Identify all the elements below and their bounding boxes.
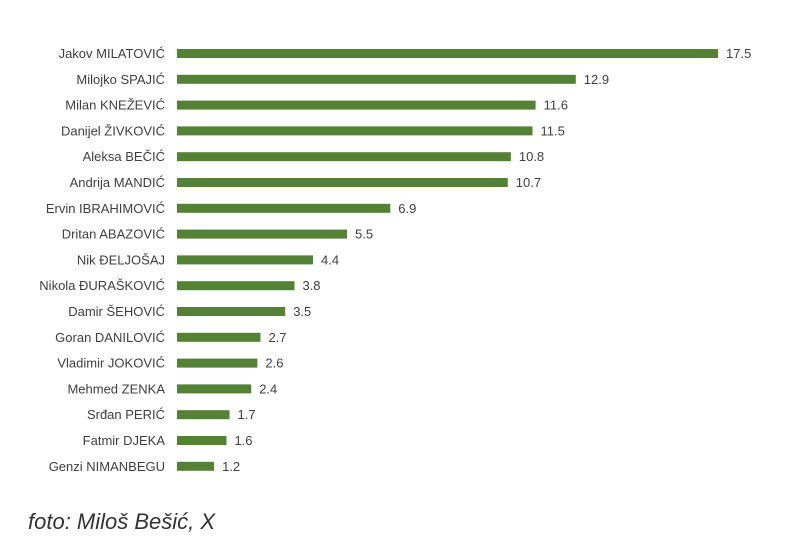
value-label: 4.4 [321, 252, 339, 267]
category-label: Ervin IBRAHIMOVIĆ [46, 201, 165, 216]
value-label: 2.7 [268, 330, 286, 345]
value-label: 11.5 [541, 123, 565, 138]
bar [177, 178, 508, 187]
bar [177, 229, 348, 239]
value-label: 6.9 [398, 201, 416, 216]
value-label: 2.6 [265, 356, 283, 371]
category-label: Andrija MANDIĆ [70, 175, 165, 190]
category-label: Nikola ĐURAŠKOVIĆ [39, 278, 165, 293]
value-label: 11.6 [544, 98, 568, 113]
bar [177, 203, 391, 213]
category-label: Dritan ABAZOVIĆ [62, 227, 165, 242]
bar [177, 126, 533, 136]
bar [177, 384, 252, 394]
bar [177, 49, 718, 58]
bar [177, 152, 511, 162]
value-label: 2.4 [259, 381, 277, 396]
category-label: Jakov MILATOVIĆ [59, 46, 165, 61]
value-label: 5.5 [355, 227, 373, 242]
category-label: Mehmed ZENKA [67, 381, 165, 396]
category-label: Damir ŠEHOVIĆ [68, 304, 165, 319]
chart-canvas: Jakov MILATOVIĆ Milojko SPAJIĆ Milan KNEŽE… [39, 46, 751, 474]
category-label: Aleksa BEČIĆ [83, 149, 165, 164]
value-label: 12.9 [584, 72, 609, 87]
category-label: Milojko SPAJIĆ [76, 72, 165, 87]
category-label: Danijel ŽIVKOVIĆ [61, 123, 165, 138]
value-label: 1.2 [222, 459, 240, 474]
value-label: 1.6 [234, 433, 252, 448]
bar [177, 410, 230, 420]
bar [177, 307, 286, 316]
category-labels: Jakov MILATOVIĆ Milojko SPAJIĆ Milan KNEŽE… [39, 46, 165, 474]
bar [177, 100, 536, 110]
value-label: 10.8 [519, 149, 544, 164]
value-label: 17.5 [726, 46, 751, 61]
category-label: Nik ĐELJOŠAJ [77, 252, 165, 267]
category-label: Srđan PERIĆ [87, 407, 165, 422]
photo-credit-caption: foto: Miloš Bešić, X [28, 509, 216, 534]
value-label: 3.8 [302, 278, 320, 293]
bars [177, 49, 718, 471]
value-label: 3.5 [293, 304, 311, 319]
bar [177, 461, 215, 471]
category-label: Genzi NIMANBEGU [49, 459, 165, 474]
category-label: Vladimir JOKOVIĆ [57, 356, 165, 371]
category-label: Goran DANILOVIĆ [55, 330, 165, 345]
bar [177, 358, 258, 368]
value-label: 1.7 [238, 407, 256, 422]
bar [177, 281, 295, 291]
bar [177, 255, 314, 265]
bar [177, 436, 227, 445]
category-label: Fatmir DJEKA [83, 433, 166, 448]
bar [177, 74, 576, 84]
value-label: 10.7 [516, 175, 541, 190]
value-labels: 17.5 12.9 11.6 11.5 10.8 10.7 6.9 5.5 4.43.8 3.5 2… [222, 46, 751, 474]
category-label: Milan KNEŽEVIĆ [65, 98, 165, 113]
bar [177, 332, 261, 342]
